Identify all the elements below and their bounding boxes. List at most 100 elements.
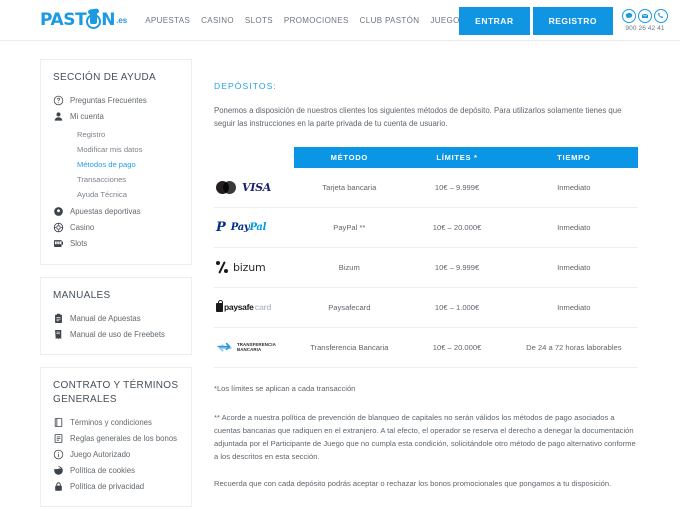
paypal-mark-icon: P [216,219,226,235]
sidebar-item-preguntas-frecuentes[interactable]: Preguntas Frecuentes [53,93,179,109]
table-body: VISA Tarjeta bancaria 10€ – 9.999€ Inmed… [214,167,638,368]
nav-slots[interactable]: SLOTS [244,15,273,25]
sidebar-item-label: Manual de Apuestas [70,313,141,323]
footnote-aml: ** Acorde a nuestra política de prevenci… [214,412,636,461]
phone-icon[interactable] [654,9,668,23]
table-header-tiempo: TIEMPO [509,146,638,168]
cell-method: Bizum [294,247,405,288]
cell-time: Inmediato [509,247,638,288]
mastercard-visa-logo: VISA [216,179,292,196]
chat-icon[interactable] [622,9,636,23]
contact-block: 900 26 42 41 [622,9,668,32]
table-row: paysafe card Paysafecard 10€ – 1.000€ In… [214,287,638,328]
cell-method: Transferencia Bancaria [294,327,405,368]
footnote-limits: *Los límites se aplican a cada transacci… [214,383,356,393]
sidebar-item-mi-cuenta[interactable]: Mi cuenta [53,109,179,125]
mastercard-icon [216,180,237,194]
sidebar-subitem-modificar-mis-datos[interactable]: Modificar mis datos [77,144,143,154]
logo-suffix: .es [116,15,128,25]
sidebar-help-card: SECCIÓN DE AYUDA Preguntas Frecuentes Mi… [40,59,192,265]
sidebar: SECCIÓN DE AYUDA Preguntas Frecuentes Mi… [40,59,192,511]
table-header-row: MÉTODO LÍMITES * TIEMPO [214,146,638,168]
cell-time: De 24 a 72 horas laborables [509,327,638,368]
sidebar-item-manual-de-apuestas[interactable]: Manual de Apuestas [53,310,179,326]
transfer-wordmark: TRANSFERENCIA BANCARIA [237,341,276,353]
question-circle-icon [53,95,64,106]
site-logo[interactable]: PAST N .es [40,10,127,30]
mail-icon[interactable] [638,9,652,23]
payment-methods-table: MÉTODO LÍMITES * TIEMPO VISA Tarjeta ban… [214,146,638,368]
bizum-wordmark: bizum [233,260,266,274]
sidebar-item-slots[interactable]: Slots [53,236,179,252]
sidebar-item-label: Apuestas deportivas [70,207,141,216]
paysafecard-logo: paysafe card [216,299,292,316]
sidebar-item-politica-de-privacidad[interactable]: Política de privacidad [53,478,179,494]
cell-time: Inmediato [509,207,638,248]
register-button[interactable]: REGISTRO [532,6,613,35]
login-button[interactable]: ENTRAR [459,6,530,35]
sidebar-item-label: Casino [70,223,95,232]
sidebar-terms-title: CONTRATO Y TÉRMINOS GENERALES [53,380,179,405]
sidebar-terms-card: CONTRATO Y TÉRMINOS GENERALES Términos y… [40,367,192,507]
main-content: DEPÓSITOS: Ponemos a disposición de nues… [214,59,638,511]
slot-machine-icon [53,238,64,249]
nav-promociones[interactable]: PROMOCIONES [283,15,349,25]
table-row: TRANSFERENCIA BANCARIA Transferencia Banc… [214,327,638,368]
sidebar-subitem-registro[interactable]: Registro [77,129,106,139]
info-circle-icon [53,449,64,460]
transfer-arrows-icon [216,341,233,353]
nav-apuestas[interactable]: APUESTAS [145,15,191,25]
nav-casino[interactable]: CASINO [201,15,234,25]
table-row: bizum Bizum 10€ – 9.999€ Inmediato [214,247,638,288]
sidebar-item-label: Mi cuenta [70,112,104,121]
sidebar-subitem-ayuda-tecnica[interactable]: Ayuda Técnica [77,189,127,199]
sidebar-manuals-title: MANUALES [53,289,111,301]
cell-logo: TRANSFERENCIA BANCARIA [214,327,295,368]
intro-paragraph: Ponemos a disposición de nuestros client… [214,106,622,128]
cell-time: Inmediato [509,167,638,208]
bizum-logo: bizum [216,259,292,276]
sidebar-manuals-card: MANUALES Manual de Apuestas Manual de us… [40,276,192,355]
cell-method: Paysafecard [294,287,405,328]
phone-number[interactable]: 900 26 42 41 [625,25,665,32]
sidebar-item-manual-de-uso-de-freebets[interactable]: Manual de uso de Freebets [53,326,179,342]
site-header: PAST N .es APUESTAS CASINO SLOTS PROMOCI… [0,0,680,41]
sidebar-item-terminos-y-condiciones[interactable]: Términos y condiciones [53,414,179,430]
document-icon [53,433,64,444]
sidebar-item-reglas-generales-de-los-bonos[interactable]: Reglas generales de los bonos [53,430,179,446]
table-header-logo [214,146,295,168]
header-actions: ENTRAR REGISTRO 900 26 42 41 [459,0,668,41]
transferencia-bancaria-logo: TRANSFERENCIA BANCARIA [216,339,292,356]
table-header-limites: LÍMITES * [404,146,510,168]
padlock-icon [216,299,224,312]
sidebar-item-juego-autorizado[interactable]: Juego Autorizado [53,446,179,462]
logo-tail: N [101,10,116,30]
cell-logo: P PayPal [214,207,295,248]
sidebar-item-label: Reglas generales de los bonos [70,433,178,443]
paysafe-wordmark: paysafe [224,302,254,313]
casino-chip-icon [53,222,64,233]
sidebar-item-apuestas-deportivas[interactable]: Apuestas deportivas [53,204,179,220]
sidebar-item-casino[interactable]: Casino [53,220,179,236]
sidebar-item-label: Slots [70,239,88,248]
contact-icons [622,9,668,23]
sidebar-item-label: Política de cookies [70,465,136,475]
book-icon [53,417,64,428]
page-body: SECCIÓN DE AYUDA Preguntas Frecuentes Mi… [0,41,680,511]
cookie-icon [53,465,64,476]
sidebar-subitem-transacciones[interactable]: Transacciones [77,174,127,184]
nav-club-paston[interactable]: CLUB PASTÓN [359,15,420,25]
sidebar-subitem-metodos-de-pago[interactable]: Métodos de pago [77,159,136,169]
soccer-ball-icon [53,206,64,217]
cell-limits: 10€ – 9.999€ [404,167,510,208]
cell-method: Tarjeta bancaria [294,167,405,208]
sidebar-item-label: Manual de uso de Freebets [70,329,165,339]
page-title: DEPÓSITOS: [214,81,277,91]
sidebar-item-politica-de-cookies[interactable]: Política de cookies [53,462,179,478]
cell-time: Inmediato [509,287,638,328]
sidebar-item-label: Términos y condiciones [70,417,152,427]
cell-limits: 10€ – 1.000€ [404,287,510,328]
table-header-metodo: MÉTODO [294,146,405,168]
footnote-bonuses: Recuerda que con cada depósito podrás ac… [214,478,612,488]
logo-text: PAST [40,10,87,30]
